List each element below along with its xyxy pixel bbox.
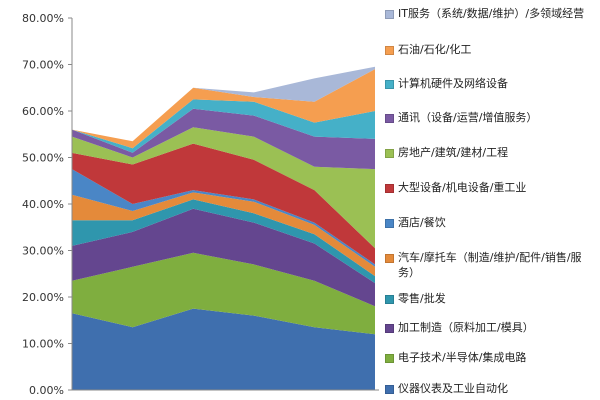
legend-swatch — [385, 254, 394, 263]
legend-swatch — [385, 354, 394, 363]
legend-label: 加工制造（原料加工/模具） — [398, 321, 534, 334]
y-tick-label: 20.00% — [22, 291, 64, 304]
area-series-1 — [72, 308, 375, 390]
legend-swatch — [385, 295, 394, 304]
legend-label: 石油/石化/化工 — [398, 43, 472, 56]
area-series-11 — [72, 69, 375, 149]
legend-label: 电子技术/半导体/集成电路 — [398, 351, 527, 364]
legend-label: 仪器仪表及工业自动化 — [398, 382, 508, 395]
area-series-12 — [72, 66, 375, 142]
legend-label: 通讯（设备/运营/增值服务） — [398, 111, 538, 124]
y-tick-label: 70.00% — [22, 59, 64, 72]
legend-label: 计算机硬件及网络设备 — [398, 77, 508, 90]
area-series-7 — [72, 143, 375, 265]
legend-swatch — [385, 114, 394, 123]
area-series-2 — [72, 252, 375, 335]
y-tick-label: 40.00% — [22, 198, 64, 211]
legend-swatch — [385, 219, 394, 228]
legend-swatch — [385, 10, 394, 19]
area-series-3 — [72, 208, 375, 307]
y-tick-label: 50.00% — [22, 152, 64, 165]
legend-label: 零售/批发 — [398, 292, 446, 305]
legend-swatch — [385, 46, 394, 55]
legend-swatch — [385, 149, 394, 158]
area-series-group — [72, 66, 375, 390]
y-tick-label: 80.00% — [22, 12, 64, 25]
area-series-10 — [72, 99, 375, 153]
legend: IT服务（系统/数据/维护）/多领域经营 石油/石化/化工计算机硬件及网络设备通讯… — [383, 4, 597, 398]
y-tick-label: 60.00% — [22, 105, 64, 118]
legend-label: IT服务（系统/数据/维护）/多领域经营 — [398, 7, 585, 20]
legend-label: 大型设备/机电设备/重工业 — [398, 181, 527, 194]
legend-label: 房地产/建筑/建材/工程 — [398, 146, 509, 159]
area-series-8 — [72, 127, 375, 249]
legend-swatch — [385, 184, 394, 193]
y-axis: 0.00% 10.00% 20.00% 30.00% 40.00% 50.00% 60.00… — [22, 12, 73, 397]
legend-swatch — [385, 324, 394, 333]
y-tick-label: 30.00% — [22, 245, 64, 258]
y-tick-label: 0.00% — [29, 384, 64, 397]
area-series-5 — [72, 192, 375, 277]
legend-label: 汽车/摩托车（制造/维护/配件/销售/服务） — [398, 251, 582, 279]
y-tick-label: 10.00% — [22, 338, 64, 351]
area-series-9 — [72, 108, 375, 170]
legend-swatch — [385, 80, 394, 89]
area-series-4 — [72, 199, 375, 284]
legend-swatch — [385, 385, 394, 394]
legend-label: 酒店/餐饮 — [398, 216, 446, 229]
